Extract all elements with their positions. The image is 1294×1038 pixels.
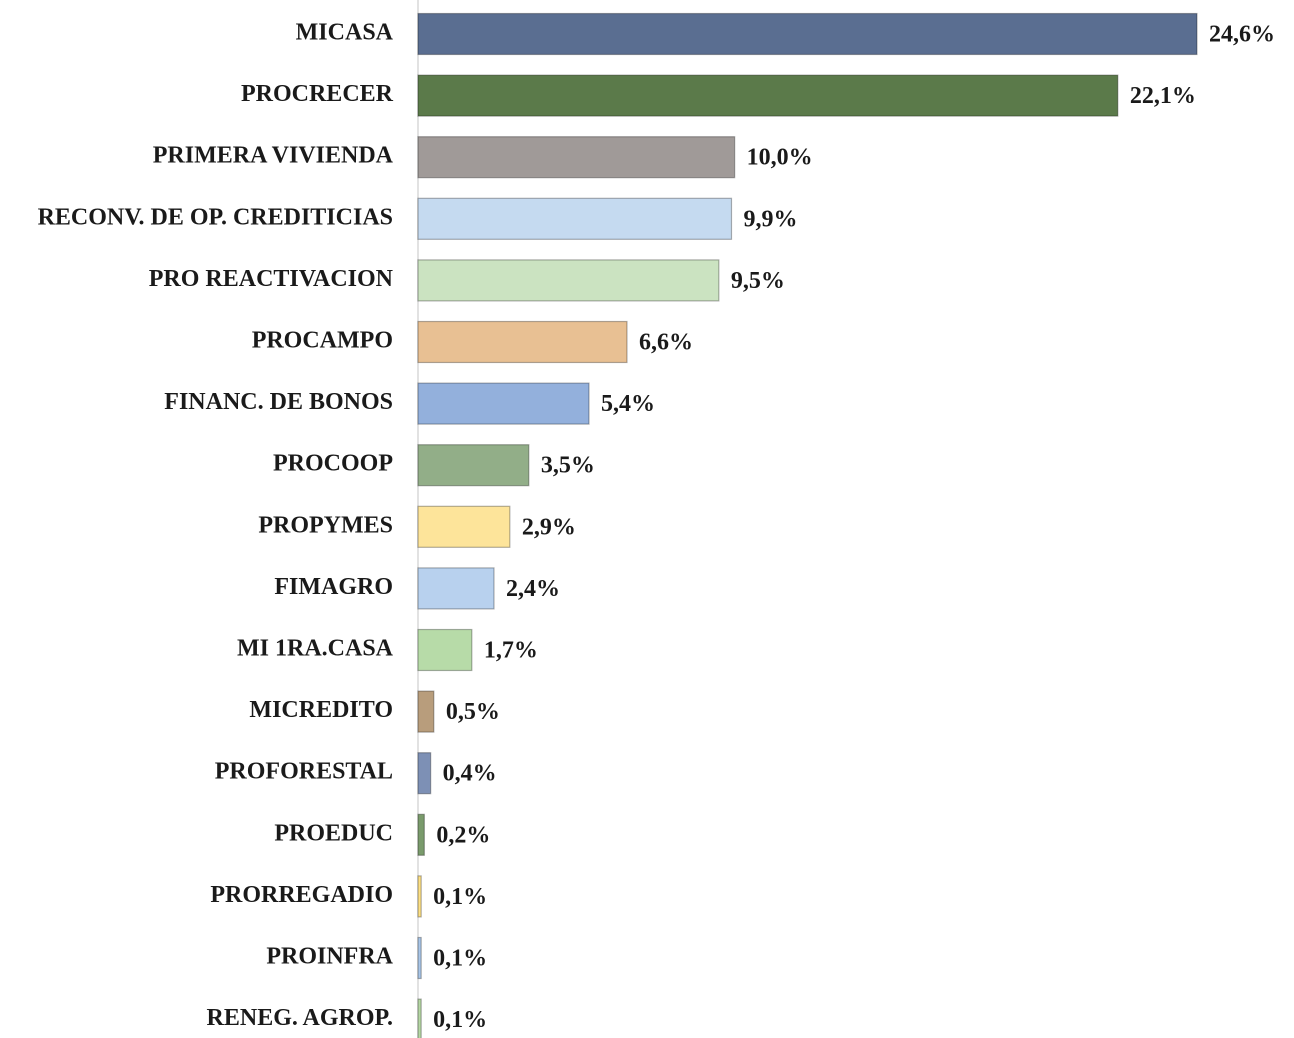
value-label: 22,1%	[1130, 83, 1196, 109]
category-label: PROINFRA	[266, 944, 393, 970]
bar	[417, 936, 422, 980]
bar	[417, 382, 590, 425]
bar	[417, 998, 422, 1038]
category-label: MICREDITO	[249, 697, 393, 723]
category-label: PROEDUC	[274, 820, 393, 846]
category-label: RECONV. DE OP. CREDITICIAS	[38, 204, 393, 230]
bar	[417, 752, 432, 795]
category-label: RENEG. AGROP.	[207, 1005, 393, 1031]
bar	[417, 628, 473, 672]
value-label: 24,6%	[1209, 22, 1275, 48]
category-label: FIMAGRO	[274, 574, 393, 600]
value-label: 0,5%	[446, 699, 500, 725]
category-label: MICASA	[296, 20, 394, 46]
bar	[417, 197, 733, 240]
bar	[417, 136, 736, 179]
category-label: PRORREGADIO	[210, 882, 393, 908]
value-label: 9,5%	[731, 268, 785, 294]
bar	[417, 813, 425, 856]
bar	[417, 12, 1198, 56]
value-label: 10,0%	[747, 145, 813, 171]
bar	[417, 505, 511, 548]
bar	[417, 875, 422, 918]
category-label: PRO REACTIVACION	[149, 266, 394, 292]
value-label: 6,6%	[639, 330, 693, 356]
bar	[417, 690, 435, 733]
value-label: 0,1%	[433, 884, 487, 910]
value-label: 5,4%	[601, 391, 655, 417]
bar	[417, 259, 720, 302]
value-label: 3,5%	[541, 453, 595, 479]
value-label: 0,4%	[443, 761, 497, 787]
bar	[417, 74, 1119, 117]
bar	[417, 444, 530, 487]
category-label: MI 1RA.CASA	[237, 636, 394, 662]
bar	[417, 320, 628, 364]
value-label: 9,9%	[744, 206, 798, 232]
value-label: 1,7%	[484, 638, 538, 664]
category-label: PROCOOP	[273, 451, 393, 477]
bar	[417, 567, 495, 610]
category-label: PRIMERA VIVIENDA	[153, 143, 394, 169]
value-label: 0,2%	[436, 822, 490, 848]
category-label: PROFORESTAL	[215, 759, 393, 785]
category-label: FINANC. DE BONOS	[164, 389, 393, 415]
category-label: PROPYMES	[258, 512, 393, 538]
value-label: 2,9%	[522, 514, 576, 540]
value-label: 0,1%	[433, 1007, 487, 1033]
category-label: PROCRECER	[241, 81, 394, 107]
value-label: 2,4%	[506, 576, 560, 602]
category-label: PROCAMPO	[252, 328, 393, 354]
value-label: 0,1%	[433, 946, 487, 972]
